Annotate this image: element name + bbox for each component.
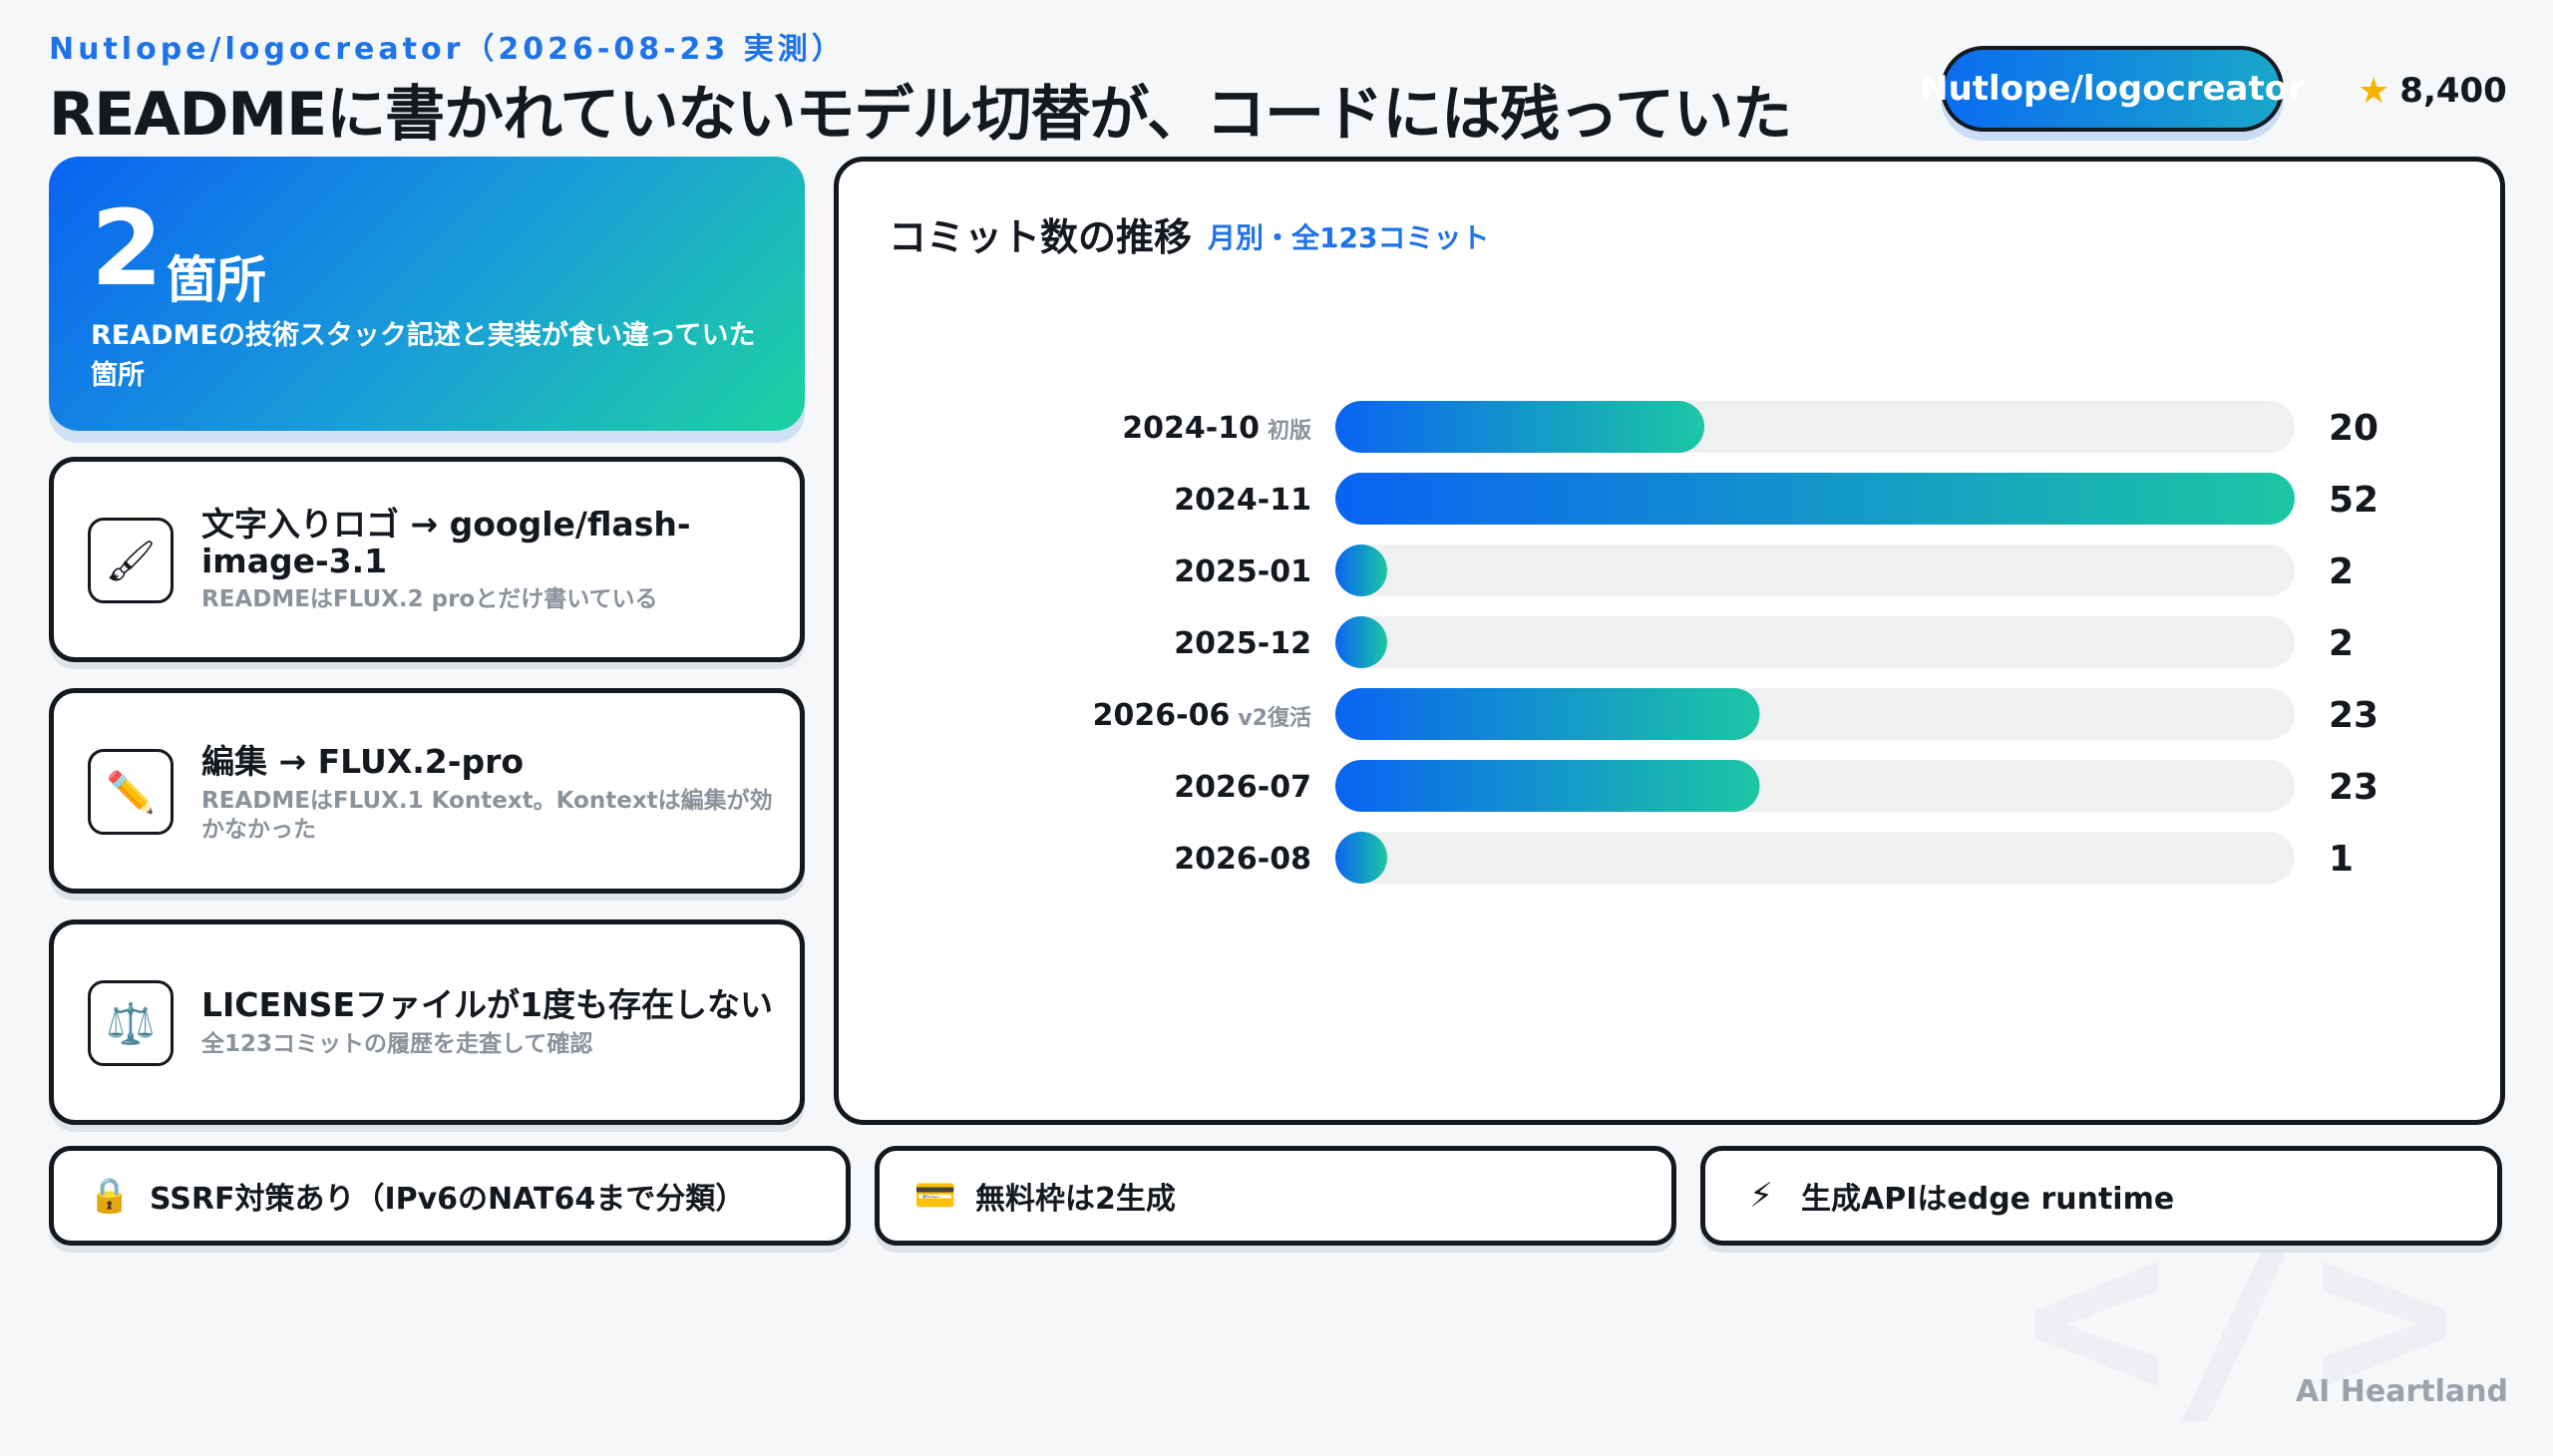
- bar-2026-07: [1335, 760, 1760, 812]
- bar-2026-06: [1335, 688, 1760, 740]
- free-tier-note-label: 無料枠は2生成: [975, 1182, 1176, 1217]
- pencil-icon: ✏️: [88, 749, 174, 835]
- bar-2024-11: [1335, 473, 2295, 525]
- value-label: 23: [2329, 695, 2378, 736]
- finding-card-license: ⚖️ LICENSEファイルが1度も存在しない 全123コミットの履歴を走査して…: [49, 919, 805, 1125]
- bar-track: [1335, 545, 2295, 596]
- edge-runtime-note-label: 生成APIはedge runtime: [1801, 1182, 2175, 1217]
- paintbrush-icon: 🖌: [88, 518, 174, 603]
- finding-subtitle: READMEはFLUX.1 Kontext。Kontextは編集が効かなかった: [201, 788, 773, 843]
- value-label: 2: [2329, 623, 2354, 664]
- category-label: 2025-01: [1174, 554, 1311, 589]
- free-tier-note: 💳 無料枠は2生成: [875, 1146, 1676, 1246]
- hero-card: 2 箇所 READMEの技術スタック記述と実装が食い違っていた箇所: [49, 157, 805, 431]
- category-label: 2026-07: [1174, 770, 1311, 805]
- category-label: 2024-11: [1174, 483, 1311, 518]
- bar-track: [1335, 616, 2295, 668]
- finding-subtitle: 全123コミットの履歴を走査して確認: [201, 1031, 593, 1057]
- commit-chart-panel: コミット数の推移 月別・全123コミット 2024-10 初版 20 2024-11 5…: [834, 157, 2505, 1125]
- bar-2025-12: [1335, 616, 1387, 668]
- bar-2026-08: [1335, 832, 1387, 884]
- bar-2024-10: [1335, 401, 1704, 453]
- finding-title: 文字入りロゴ → google/flash-image-3.1: [201, 505, 691, 580]
- commit-bar-chart: 2024-10 初版 20 2024-11 52 2025-01 2 2025-12 2 2026…: [1093, 401, 2378, 884]
- bar-track: [1335, 832, 2295, 884]
- category-label: 2026-08: [1174, 842, 1311, 877]
- star-icon: ★: [2358, 70, 2390, 112]
- category-label: 2026-06 v2復活: [1093, 698, 1311, 733]
- chart-subtitle: 月別・全123コミット: [1208, 221, 1490, 254]
- hero-description: READMEの技術スタック記述と実装が食い違っていた箇所: [91, 320, 756, 391]
- chart-title: コミット数の推移: [889, 215, 1193, 259]
- value-label: 23: [2329, 767, 2378, 808]
- overline: Nutlope/logocreator（2026-08-23 実測）: [49, 32, 846, 67]
- finding-card-text-logo: 🖌 文字入りロゴ → google/flash-image-3.1 README…: [49, 457, 805, 662]
- lock-icon: 🔒: [88, 1176, 132, 1216]
- hero-number: 2: [91, 187, 164, 309]
- hero-unit: 箇所: [167, 251, 266, 309]
- value-label: 2: [2329, 551, 2354, 592]
- finding-title: LICENSEファイルが1度も存在しない: [201, 985, 773, 1024]
- scales-icon: ⚖️: [88, 980, 174, 1066]
- credit-card-icon: 💳: [913, 1176, 957, 1216]
- value-label: 52: [2329, 480, 2378, 521]
- star-count: ★ 8,400: [2358, 66, 2507, 116]
- brand-footer: AI Heartland: [2295, 1374, 2508, 1409]
- star-count-value: 8,400: [2399, 71, 2507, 111]
- ssrf-note-label: SSRF対策あり（IPv6のNAT64まで分類）: [150, 1182, 746, 1217]
- category-label: 2024-10 初版: [1122, 411, 1311, 446]
- category-label: 2025-12: [1174, 626, 1311, 661]
- finding-subtitle: READMEはFLUX.2 proとだけ書いている: [201, 586, 658, 612]
- edge-runtime-note: ⚡ 生成APIはedge runtime: [1700, 1146, 2502, 1246]
- repo-button[interactable]: Nutlope/logocreator: [1920, 46, 2305, 132]
- bar-2025-01: [1335, 545, 1387, 596]
- page-title: READMEに書かれていないモデル切替が、コードには残っていた: [49, 80, 1792, 150]
- value-label: 20: [2329, 408, 2378, 449]
- repo-label: Nutlope/logocreator: [1920, 69, 2305, 109]
- ssrf-note: 🔒 SSRF対策あり（IPv6のNAT64まで分類）: [49, 1146, 851, 1246]
- finding-title: 編集 → FLUX.2-pro: [201, 742, 525, 781]
- value-label: 1: [2329, 839, 2354, 880]
- lightning-icon: ⚡: [1749, 1176, 1773, 1216]
- finding-card-edit: ✏️ 編集 → FLUX.2-pro READMEはFLUX.1 Kontext…: [49, 688, 805, 894]
